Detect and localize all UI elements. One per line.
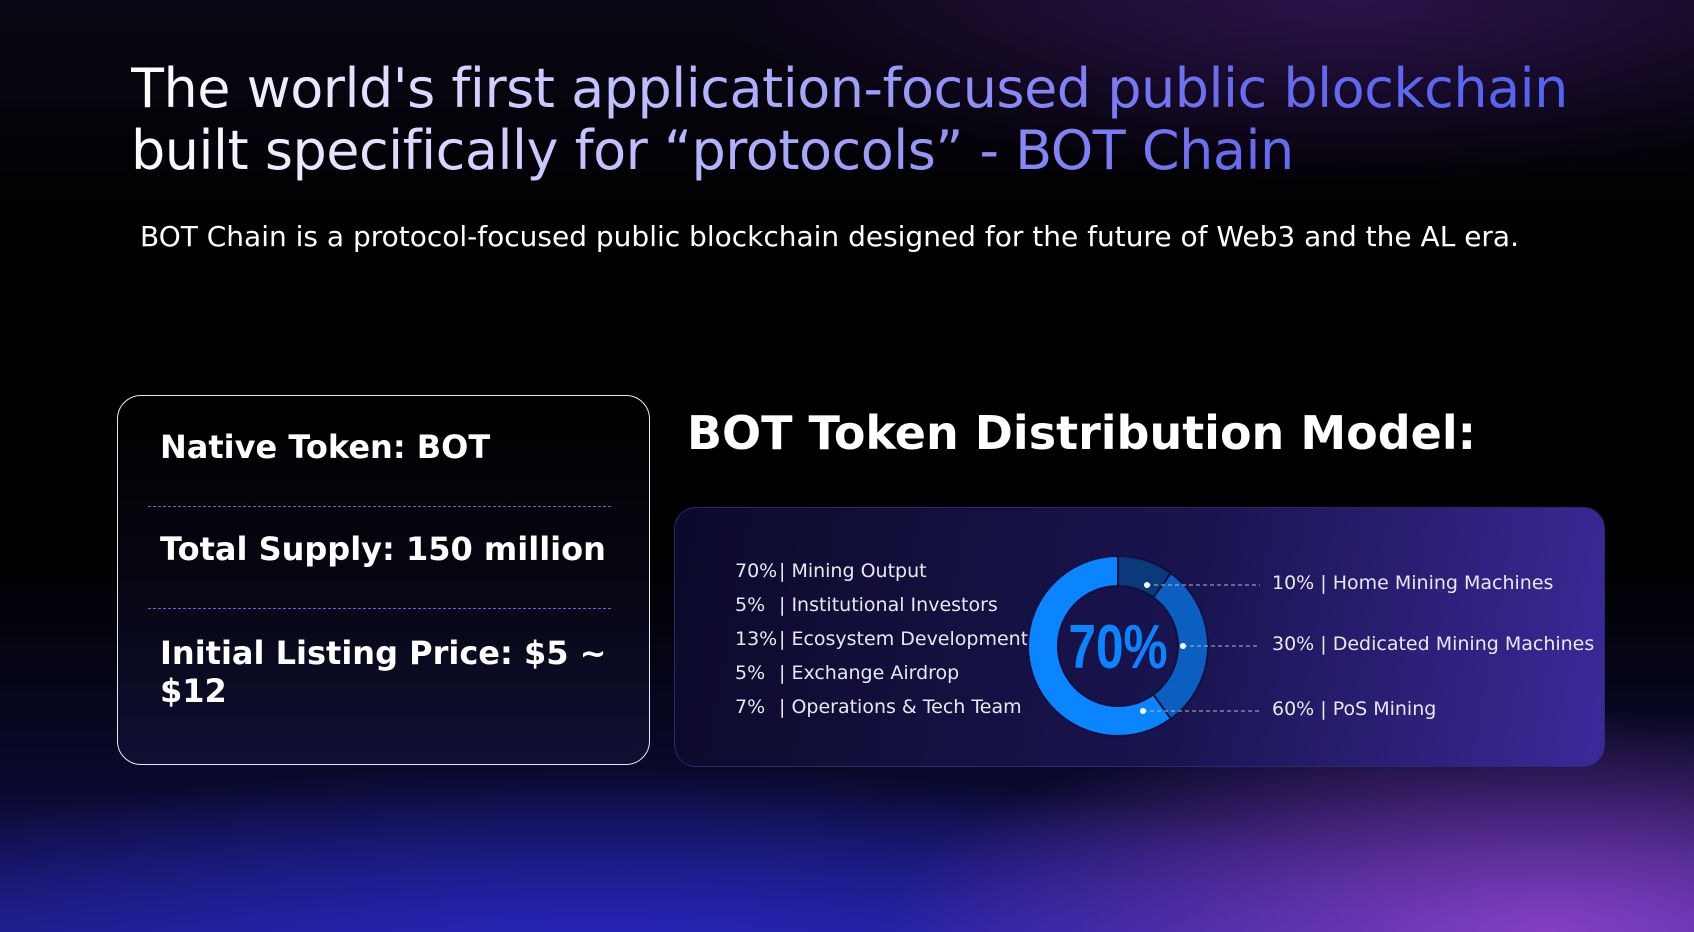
allocation-label: | Ecosystem Development [779, 628, 1029, 650]
donut-slice-pos-mining [1027, 554, 1173, 737]
divider [148, 608, 611, 609]
distribution-heading: BOT Token Distribution Model: [687, 406, 1476, 460]
allocation-item: 70%| Mining Output [735, 560, 927, 582]
page-title: The world's first application-focused pu… [131, 58, 1694, 182]
divider [148, 506, 611, 507]
allocation-label: | Institutional Investors [779, 594, 998, 616]
donut-center-label: 70% [1068, 612, 1167, 682]
listing-price: Initial Listing Price: $5 ~ $12 [160, 634, 607, 710]
allocation-percent: 5% [735, 662, 766, 684]
donut-legend-label: 30% | Dedicated Mining Machines [1272, 633, 1595, 655]
donut-chart: 70% [1027, 554, 1260, 737]
allocation-percent: 7% [735, 696, 766, 718]
token-info-card: Native Token: BOT Total Supply: 150 mill… [117, 395, 650, 765]
allocation-label: | Mining Output [779, 560, 927, 582]
allocation-label: | Exchange Airdrop [779, 662, 960, 684]
allocation-item: 5% | Exchange Airdrop [735, 662, 959, 684]
distribution-panel: 70%| Mining Output 5% | Institutional Inve… [674, 507, 1605, 767]
leader-dot [1144, 582, 1150, 588]
donut-legend-label: 10% | Home Mining Machines [1272, 572, 1554, 594]
allocation-item: 7% | Operations & Tech Team [735, 696, 1022, 718]
total-supply: Total Supply: 150 million [160, 530, 606, 568]
donut-legend-label: 60% | PoS Mining [1272, 698, 1437, 720]
allocation-percent: 13% [735, 628, 778, 650]
allocation-item: 13%| Ecosystem Development [735, 628, 1028, 650]
allocation-item: 5% | Institutional Investors [735, 594, 998, 616]
allocation-percent: 5% [735, 594, 766, 616]
page-subtitle: BOT Chain is a protocol-focused public b… [140, 220, 1519, 253]
leader-dot [1180, 643, 1186, 649]
leader-dot [1140, 708, 1146, 714]
allocation-percent: 70% [735, 560, 778, 582]
allocation-label: | Operations & Tech Team [779, 696, 1022, 718]
native-token: Native Token: BOT [160, 428, 491, 466]
